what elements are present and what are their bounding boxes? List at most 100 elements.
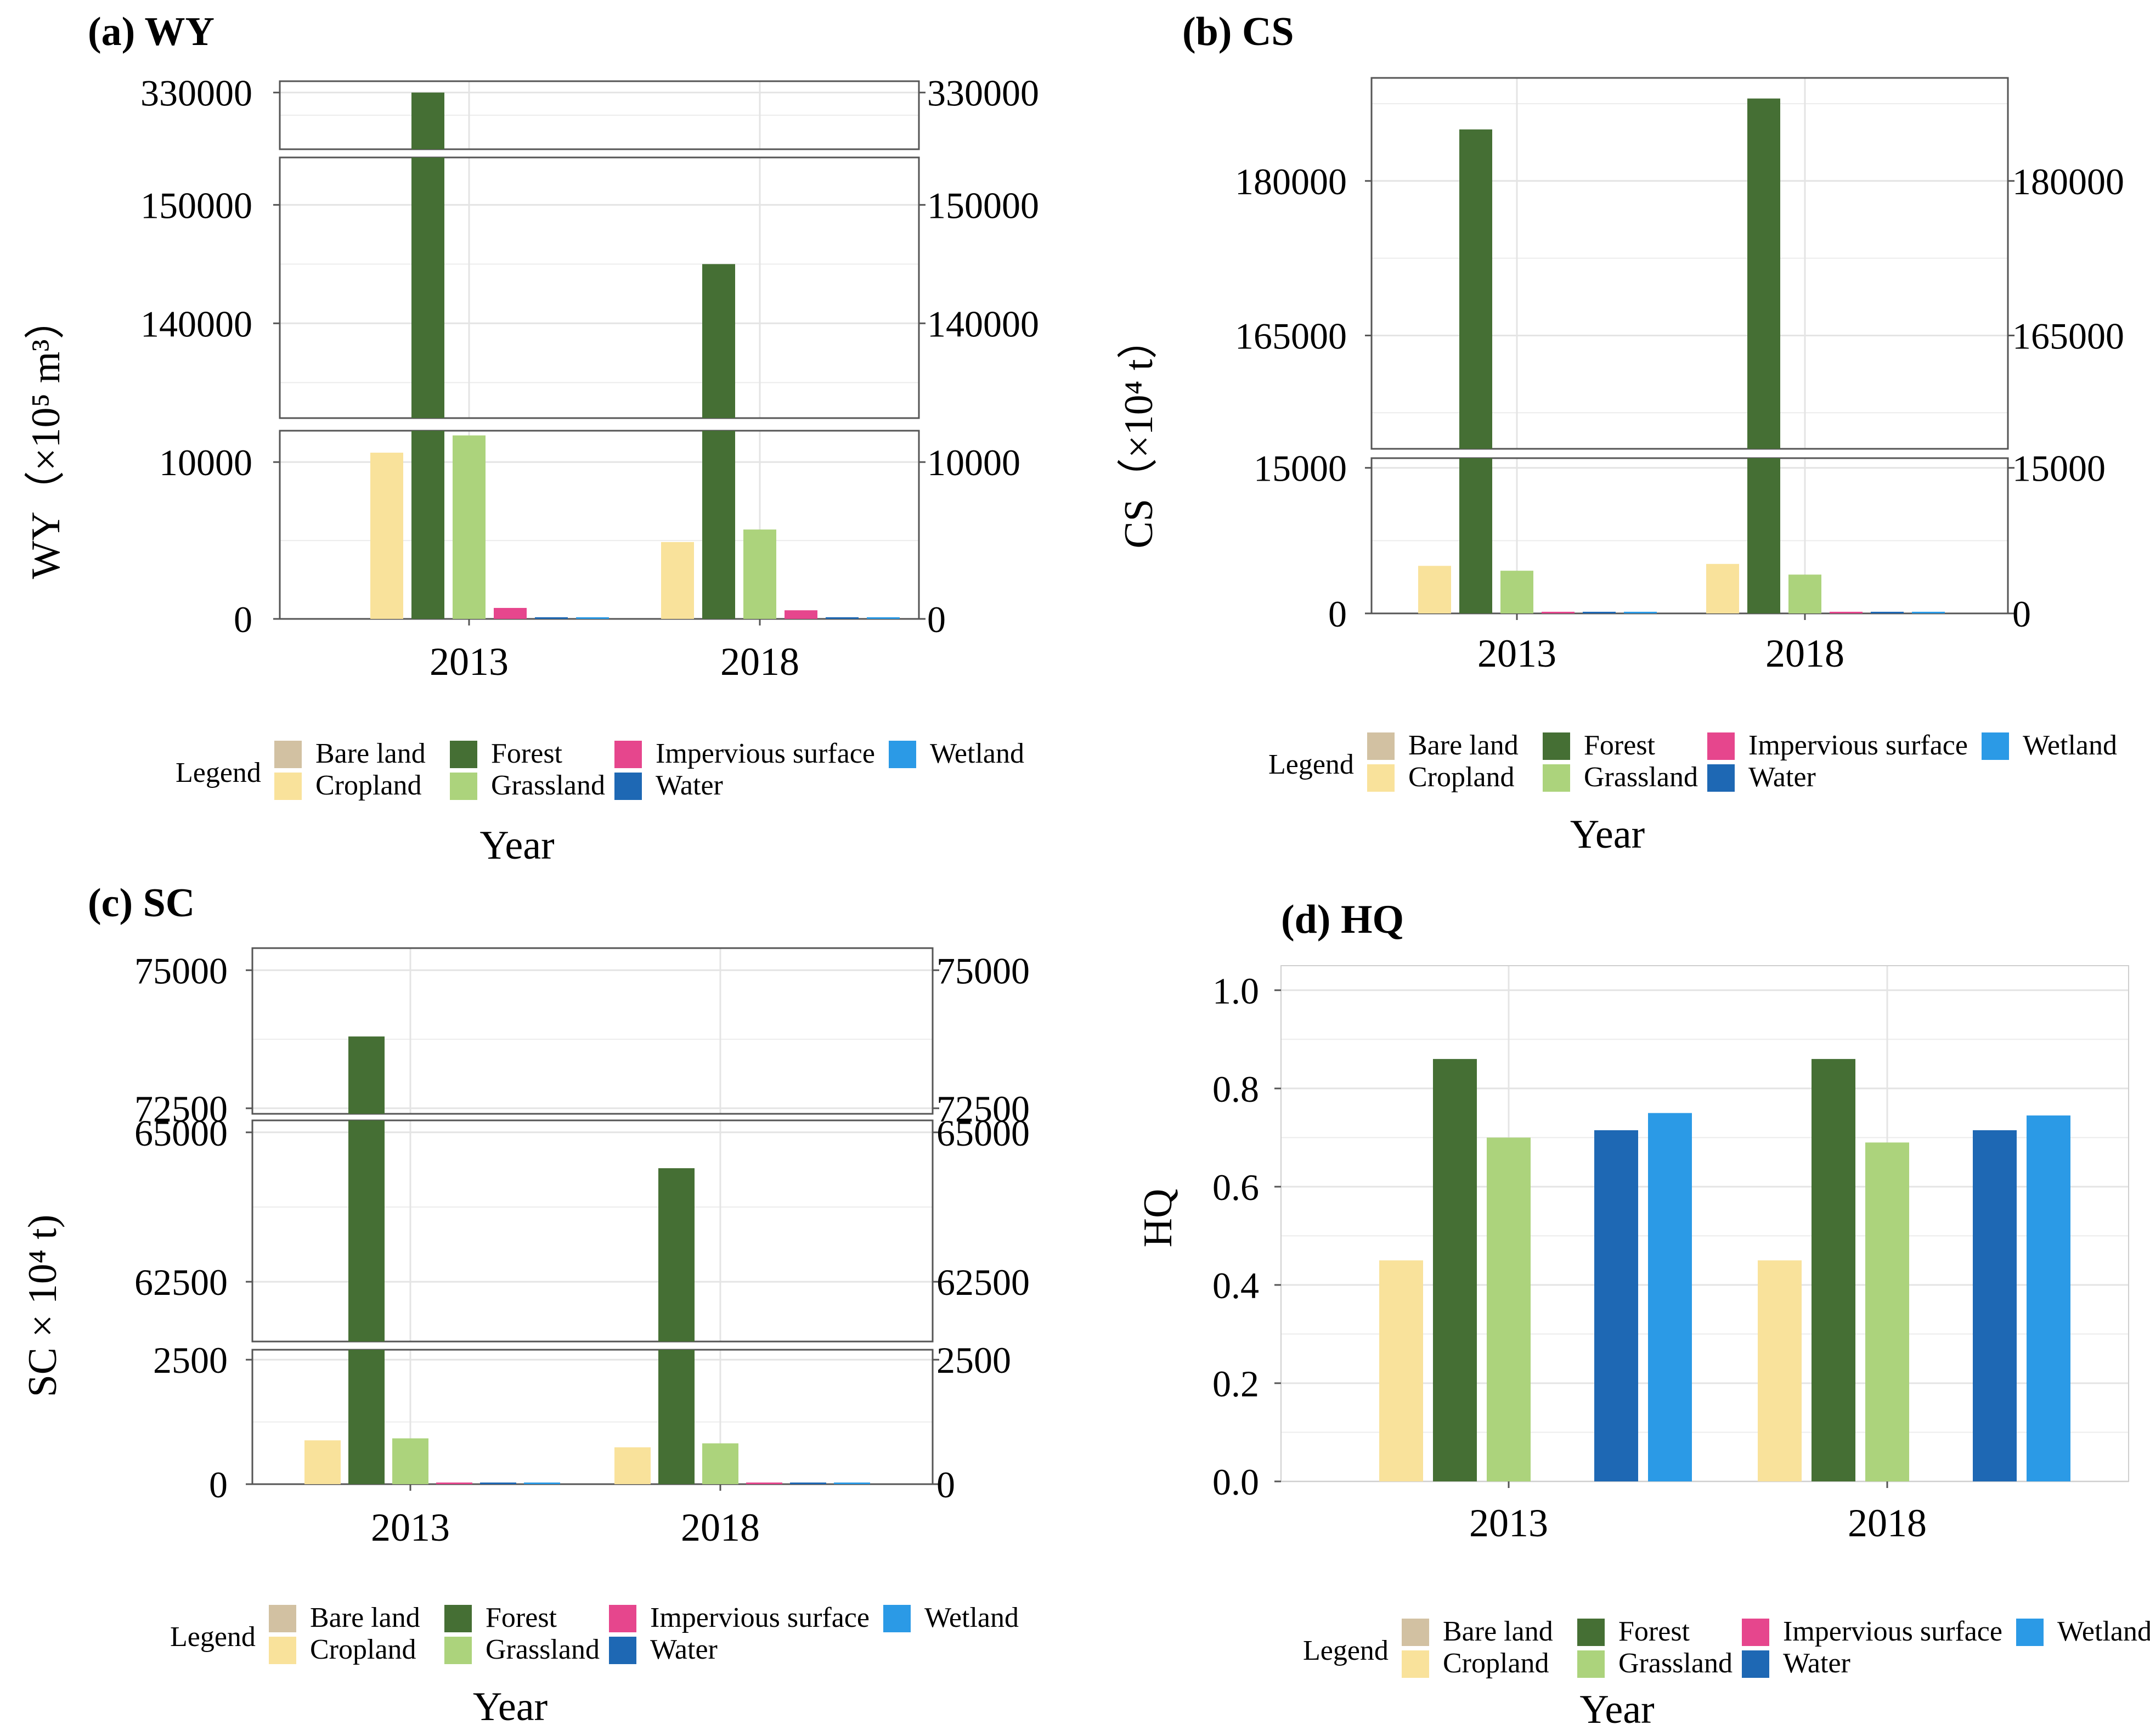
y-tick-label: 330000: [140, 72, 252, 114]
y-tick-label-right: 0: [927, 599, 946, 640]
legend-item-label: Water: [1783, 1648, 1850, 1679]
bar-a-cropland-2018: [661, 542, 694, 619]
legend-swatch: [2016, 1619, 2044, 1646]
bar-b-impervious-surface-2013: [1542, 612, 1575, 613]
legend-swatch: [1742, 1619, 1769, 1646]
bar-d-grassland-2013: [1487, 1137, 1531, 1481]
bar-b-water-2018: [1871, 612, 1904, 613]
legend-item-label: Bare land: [315, 738, 426, 769]
bar-c-water-2018: [790, 1483, 826, 1484]
legend-item-label: Cropland: [1443, 1648, 1549, 1679]
legend-item-label: Water: [1748, 762, 1816, 793]
legend-swatch: [1367, 732, 1395, 760]
bar-c-cropland-2013: [304, 1440, 341, 1484]
x-tick-label: 2013: [1477, 632, 1556, 675]
y-tick-label: 180000: [1235, 161, 1347, 202]
legend-item-label: Water: [656, 770, 723, 801]
legend-swatch: [1707, 764, 1735, 792]
bar-c-impervious-surface-2018: [746, 1483, 782, 1484]
bar-b-wetland-2018: [1912, 612, 1945, 613]
legend-item-label: Wetland: [2057, 1616, 2150, 1647]
legend-swatch: [444, 1637, 472, 1664]
y-tick-label: 0: [1328, 593, 1347, 635]
legend-item-label: Cropland: [310, 1634, 416, 1665]
axis-segment: 0 0 10000 10000: [159, 430, 1020, 640]
bar-b-grassland-2018: [1788, 574, 1821, 613]
legend-swatch: [1402, 1650, 1429, 1678]
bar-a-forest-2013: [411, 92, 444, 149]
legend-item-label: Impervious surface: [1748, 730, 1968, 761]
chart-panel-a: (a) WY 0 0 10000 10000 140000 140000 150000 1500…: [24, 9, 1039, 868]
y-tick-label: 10000: [159, 442, 252, 483]
legend-item-label: Bare land: [1408, 730, 1519, 761]
bar-c-wetland-2013: [524, 1483, 560, 1484]
legend-item-label: Grassland: [491, 770, 605, 801]
y-tick-label: 0.8: [1212, 1068, 1259, 1110]
legend-swatch: [614, 741, 642, 768]
legend-item-label: Forest: [1584, 730, 1656, 761]
y-axis-label: CS（×10⁴ t）: [1116, 318, 1161, 548]
legend-item-label: Impervious surface: [650, 1602, 870, 1633]
bar-d-forest-2018: [1812, 1059, 1855, 1481]
legend-swatch: [269, 1637, 296, 1664]
plot-frame: [279, 156, 920, 419]
bar-b-forest-2013: [1459, 129, 1492, 449]
bar-a-wetland-2013: [576, 617, 609, 619]
legend-item-label: Impervious surface: [656, 738, 875, 769]
plot-frame: [1280, 965, 2129, 1482]
y-tick-label: 0.6: [1212, 1166, 1259, 1208]
legend-item-label: Wetland: [2023, 730, 2117, 761]
plot-frame: [1370, 457, 2009, 615]
chart-title: (d) HQ: [1281, 897, 1404, 942]
x-tick-label: 2018: [720, 640, 799, 684]
legend-swatch: [450, 773, 477, 800]
bar-a-water-2018: [826, 617, 859, 619]
legend-swatch: [450, 741, 477, 768]
bar-a-forest-2013: [411, 157, 444, 418]
bar-b-forest-2013: [1459, 458, 1492, 613]
legend-swatch: [1707, 732, 1735, 760]
legend-swatch: [1742, 1650, 1769, 1678]
legend-item-label: Grassland: [1618, 1648, 1733, 1679]
legend-swatch: [1543, 732, 1570, 760]
bar-d-water-2018: [1973, 1130, 2017, 1481]
legend-item-label: Forest: [1618, 1616, 1690, 1647]
legend-title: Legend: [1268, 749, 1354, 780]
bar-c-forest-2018: [658, 1350, 695, 1484]
y-tick-label: 1.0: [1212, 970, 1259, 1012]
legend-swatch: [444, 1605, 472, 1632]
legend-title: Legend: [170, 1621, 256, 1653]
y-tick-label-right: 0: [936, 1464, 955, 1506]
legend-swatch: [1402, 1619, 1429, 1646]
x-axis-label: Year: [1579, 1687, 1654, 1732]
y-tick-label: 65000: [134, 1112, 228, 1154]
y-tick-label-right: 150000: [927, 184, 1039, 226]
bar-c-forest-2013: [348, 1036, 385, 1114]
bar-b-cropland-2013: [1418, 566, 1451, 613]
legend-swatch: [1577, 1619, 1605, 1646]
bar-b-cropland-2018: [1706, 563, 1739, 613]
chart-title: (a) WY: [88, 9, 215, 54]
legend-title: Legend: [1303, 1635, 1389, 1666]
y-tick-label-right: 65000: [936, 1112, 1030, 1154]
y-tick-label-right: 15000: [2012, 448, 2106, 489]
chart-title: (c) SC: [88, 881, 195, 926]
legend-swatch: [609, 1637, 636, 1664]
bar-c-forest-2013: [348, 1120, 385, 1342]
axis-segment: 72500 72500 75000 75000: [134, 947, 1030, 1130]
bar-a-forest-2013: [411, 431, 444, 619]
chart-panel-d: (d) HQ 0.0 0.2 0.4 0.6 0.8 1.0 2013 2018 HQ Year Le…: [1136, 897, 2150, 1732]
legend-swatch: [1543, 764, 1570, 792]
legend-item-label: Grassland: [486, 1634, 600, 1665]
bar-a-grassland-2013: [453, 435, 486, 619]
y-tick-label-right: 0: [2012, 593, 2031, 635]
y-tick-label: 2500: [153, 1339, 228, 1381]
y-tick-label-right: 165000: [2012, 315, 2124, 357]
axis-segment: 140000 140000 150000 150000: [140, 156, 1039, 419]
plot-frame: [1370, 77, 2009, 450]
bar-c-grassland-2018: [702, 1443, 738, 1484]
legend-item-label: Bare land: [1443, 1616, 1553, 1647]
legend-swatch: [1367, 764, 1395, 792]
